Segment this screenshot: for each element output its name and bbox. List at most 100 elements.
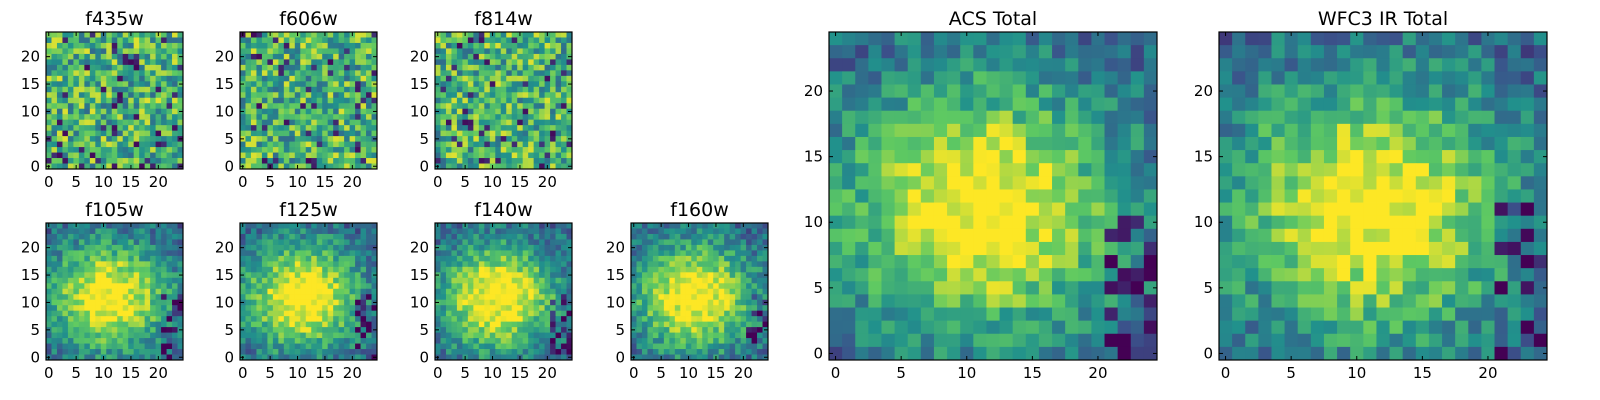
heatmap-cell — [462, 316, 469, 323]
heatmap-cell — [636, 338, 643, 344]
heatmap-cell — [495, 305, 502, 312]
heatmap-cell — [327, 310, 334, 317]
heatmap-cell — [467, 119, 474, 126]
heatmap-cell — [533, 48, 540, 55]
heatmap-cell — [311, 349, 318, 355]
heatmap-cell — [172, 42, 178, 49]
heatmap-cell — [166, 255, 173, 262]
heatmap-cell — [62, 239, 69, 246]
heatmap-cell — [111, 305, 118, 312]
heatmap-cell — [445, 244, 452, 251]
heatmap-cell — [245, 239, 252, 246]
heatmap-cell — [550, 316, 556, 323]
heatmap-cell — [1025, 71, 1040, 85]
heatmap-cell — [371, 158, 378, 164]
y-tick-label: 5 — [419, 321, 429, 339]
heatmap-cell — [256, 288, 263, 295]
heatmap-cell — [355, 130, 361, 137]
heatmap-cell — [283, 310, 290, 317]
heatmap-cell — [663, 299, 670, 306]
heatmap-cell — [366, 92, 372, 99]
heatmap-cell — [56, 81, 63, 88]
heatmap-cell — [150, 233, 156, 240]
heatmap-cell — [641, 299, 648, 306]
heatmap-cell — [561, 81, 567, 88]
heatmap-cell — [250, 86, 257, 93]
heatmap-cell — [67, 114, 74, 121]
heatmap-cell — [300, 125, 307, 132]
heatmap-cell — [647, 250, 654, 257]
heatmap-cell — [283, 277, 290, 284]
heatmap-cell — [56, 53, 63, 60]
x-tick-label: 5 — [71, 364, 81, 382]
heatmap-cell — [467, 338, 474, 344]
heatmap-cell — [762, 310, 769, 317]
heatmap-cell — [489, 92, 496, 99]
heatmap-cell — [718, 272, 725, 279]
heatmap-cell — [100, 277, 107, 284]
heatmap-cell — [451, 114, 458, 121]
heatmap-cell — [245, 97, 252, 104]
heatmap-cell — [62, 37, 69, 44]
heatmap-cell — [842, 45, 856, 59]
heatmap-cell — [111, 349, 118, 355]
heatmap-cell — [366, 125, 372, 132]
heatmap-cell — [1038, 58, 1053, 72]
heatmap-cell — [106, 266, 113, 273]
heatmap-cell — [117, 119, 124, 126]
heatmap-cell — [360, 277, 367, 284]
heatmap-cell — [478, 136, 485, 142]
heatmap-cell — [1104, 123, 1119, 138]
heatmap-cell — [51, 223, 58, 229]
heatmap-cell — [250, 228, 257, 235]
heatmap-cell — [522, 250, 529, 257]
heatmap-cell — [451, 152, 458, 159]
heatmap-cell — [652, 255, 659, 262]
heatmap-cell — [522, 288, 529, 295]
heatmap-cell — [561, 114, 567, 121]
heatmap-cell — [467, 147, 474, 153]
heatmap-cell — [78, 130, 85, 137]
heatmap-cell — [133, 244, 140, 251]
heatmap-cell — [62, 233, 69, 240]
heatmap-cell — [1065, 71, 1079, 85]
heatmap-cell — [51, 163, 58, 170]
heatmap-cell — [172, 261, 178, 268]
heatmap-cell — [322, 233, 329, 240]
heatmap-cell — [56, 299, 63, 306]
heatmap-cell — [73, 338, 80, 344]
heatmap-cell — [500, 250, 507, 257]
heatmap-cell — [240, 305, 246, 312]
heatmap-cell — [322, 283, 329, 290]
heatmap-cell — [920, 97, 935, 112]
heatmap-cell — [1012, 45, 1027, 59]
heatmap-cell — [155, 299, 162, 306]
heatmap-cell — [139, 163, 146, 170]
heatmap-cell — [440, 48, 447, 55]
heatmap-cell — [250, 233, 257, 240]
heatmap-cell — [947, 189, 961, 203]
heatmap-cell — [663, 354, 670, 361]
heatmap-cell — [669, 228, 676, 235]
heatmap-cell — [261, 158, 268, 164]
heatmap-cell — [371, 86, 378, 93]
heatmap-cell — [462, 75, 469, 82]
heatmap-cell — [300, 119, 307, 126]
heatmap-cell — [729, 354, 736, 361]
heatmap-cell — [245, 321, 252, 328]
heatmap-cell — [947, 58, 961, 72]
heatmap-cell — [500, 261, 507, 268]
heatmap-cell — [84, 114, 91, 121]
heatmap-cell — [973, 150, 987, 164]
heatmap-cell — [240, 261, 246, 268]
heatmap-cell — [528, 343, 535, 350]
heatmap-cell — [829, 97, 843, 112]
heatmap-cell — [478, 244, 485, 251]
heatmap-cell — [150, 338, 156, 344]
heatmap-cell — [349, 81, 356, 88]
heatmap-cell — [177, 338, 184, 344]
heatmap-cell — [933, 215, 948, 230]
heatmap-cell — [973, 32, 987, 46]
